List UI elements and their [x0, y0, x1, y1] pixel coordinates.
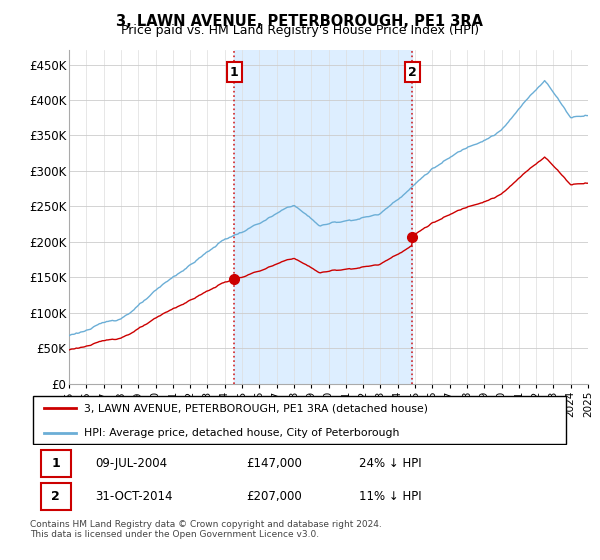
Text: 3, LAWN AVENUE, PETERBOROUGH, PE1 3RA (detached house): 3, LAWN AVENUE, PETERBOROUGH, PE1 3RA (d…: [84, 403, 428, 413]
Text: 1: 1: [230, 66, 239, 78]
Text: £147,000: £147,000: [246, 457, 302, 470]
Text: 2: 2: [51, 491, 60, 503]
Text: Contains HM Land Registry data © Crown copyright and database right 2024.
This d: Contains HM Land Registry data © Crown c…: [30, 520, 382, 539]
FancyBboxPatch shape: [41, 450, 71, 477]
Text: £207,000: £207,000: [246, 491, 302, 503]
Text: 24% ↓ HPI: 24% ↓ HPI: [359, 457, 422, 470]
Text: 31-OCT-2014: 31-OCT-2014: [95, 491, 172, 503]
Text: 1: 1: [51, 457, 60, 470]
Bar: [234, 50, 412, 384]
Text: 3, LAWN AVENUE, PETERBOROUGH, PE1 3RA: 3, LAWN AVENUE, PETERBOROUGH, PE1 3RA: [116, 14, 484, 29]
Text: Price paid vs. HM Land Registry's House Price Index (HPI): Price paid vs. HM Land Registry's House …: [121, 24, 479, 37]
Text: HPI: Average price, detached house, City of Peterborough: HPI: Average price, detached house, City…: [84, 428, 400, 437]
FancyBboxPatch shape: [33, 396, 566, 444]
FancyBboxPatch shape: [41, 483, 71, 511]
Text: 09-JUL-2004: 09-JUL-2004: [95, 457, 167, 470]
Text: 2: 2: [407, 66, 416, 78]
Text: 11% ↓ HPI: 11% ↓ HPI: [359, 491, 422, 503]
